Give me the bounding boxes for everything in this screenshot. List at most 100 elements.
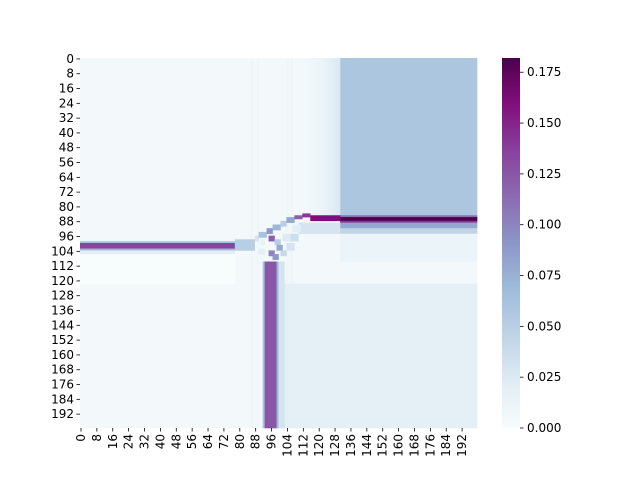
- y-tick-label: 0: [66, 52, 74, 66]
- y-tick-label: 176: [51, 378, 74, 392]
- x-tick-label: 136: [344, 434, 358, 457]
- y-tick-label: 112: [51, 259, 74, 273]
- x-tick-label: 24: [122, 434, 136, 449]
- x-tick-label: 120: [312, 434, 326, 457]
- heatmap-band: [340, 233, 478, 262]
- x-axis: 0 8 16 24 32 40 48 56 64 72 80 88 96 104 112 120 128 136 1…: [74, 428, 469, 457]
- y-tick-label: 72: [59, 185, 74, 199]
- heatmap-column: [312, 58, 315, 216]
- x-tick-label: 152: [376, 434, 390, 457]
- heatmap-cell: [302, 213, 311, 218]
- x-tick-label: 8: [90, 434, 104, 442]
- heatmap-cell: [258, 231, 267, 238]
- y-axis: 0816243240485664728088961041121201281361…: [51, 52, 80, 421]
- heatmap-column: [322, 58, 325, 216]
- heatmap-column: [310, 58, 313, 216]
- heatmap-band: [262, 261, 265, 429]
- heatmap-cell: [272, 224, 281, 231]
- heatmap-column: [332, 58, 335, 216]
- x-tick-label: 192: [455, 434, 469, 457]
- colorbar-tick-label: 0.075: [527, 269, 561, 283]
- y-tick-label: 32: [59, 111, 74, 125]
- heatmap-band: [310, 215, 341, 222]
- x-tick-label: 160: [392, 434, 406, 457]
- heatmap-column: [314, 58, 317, 216]
- colorbar: [502, 58, 520, 428]
- y-tick-label: 48: [59, 141, 74, 155]
- heatmap-cell: [282, 233, 291, 242]
- x-tick-label: 56: [185, 434, 199, 449]
- x-tick-label: 144: [360, 434, 374, 457]
- y-tick-label: 184: [51, 392, 74, 406]
- y-tick-label: 24: [59, 96, 74, 110]
- heatmap-column: [336, 58, 339, 216]
- y-tick-label: 144: [51, 318, 74, 332]
- colorbar-axis: 0.000 0.025 0.050 0.075 0.100 0.125 0.150 0.175: [520, 65, 561, 435]
- y-tick-label: 168: [51, 363, 74, 377]
- heatmap-cell: [260, 239, 265, 246]
- heatmap-region-top-right: [340, 58, 478, 216]
- heatmap-column: [334, 58, 337, 216]
- heatmap-cell: [266, 228, 273, 235]
- heatmap-column: [318, 58, 321, 216]
- x-tick-label: 96: [265, 434, 279, 449]
- heatmap-column: [294, 58, 297, 216]
- heatmap-band: [80, 250, 236, 255]
- heatmap-cell: [280, 250, 287, 257]
- heatmap-cell: [274, 239, 281, 246]
- heatmap-region-bottom-right: [280, 283, 478, 429]
- heatmap-column: [326, 58, 329, 216]
- x-tick-label: 0: [74, 434, 88, 442]
- x-tick-label: 112: [296, 434, 310, 457]
- y-tick-label: 128: [51, 289, 74, 303]
- heatmap-column: [256, 58, 259, 429]
- colorbar-tick-label: 0.175: [527, 65, 561, 79]
- x-tick-label: 72: [217, 434, 231, 449]
- heatmap-band: [278, 261, 285, 429]
- x-tick-label: 32: [138, 434, 152, 449]
- heatmap-column: [308, 58, 311, 216]
- x-tick-label: 88: [249, 434, 263, 449]
- x-tick-label: 104: [280, 434, 294, 457]
- heatmap-cell: [268, 235, 275, 242]
- heatmap-column: [306, 58, 309, 216]
- x-tick-label: 40: [153, 434, 167, 449]
- heatmap-band: [298, 222, 341, 235]
- heatmap-band: [80, 254, 236, 284]
- colorbar-tick-label: 0.100: [527, 218, 561, 232]
- colorbar-tick-label: 0.150: [527, 116, 561, 130]
- y-tick-label: 16: [59, 82, 74, 96]
- heatmap-band: [340, 220, 478, 223]
- y-tick-label: 40: [59, 126, 74, 140]
- y-tick-label: 96: [59, 230, 74, 244]
- y-tick-label: 152: [51, 333, 74, 347]
- heatmap-cell: [286, 243, 295, 251]
- y-tick-label: 120: [51, 274, 74, 288]
- y-tick-label: 8: [66, 67, 74, 81]
- heatmap-cell: [276, 244, 283, 251]
- heatmap-band: [80, 241, 236, 244]
- x-tick-label: 176: [423, 434, 437, 457]
- heatmap-cell: [272, 254, 279, 260]
- y-tick-label: 64: [59, 170, 74, 184]
- heatmap-cells: [80, 58, 478, 429]
- y-tick-label: 192: [51, 407, 74, 421]
- heatmap-cell: [294, 215, 303, 220]
- heatmap-column: [304, 58, 307, 216]
- heatmap-column: [330, 58, 333, 216]
- x-tick-label: 80: [233, 434, 247, 449]
- y-tick-label: 88: [59, 215, 74, 229]
- x-tick-label: 168: [407, 434, 421, 457]
- heatmap-band: [264, 261, 277, 429]
- heatmap-cell: [280, 220, 287, 227]
- heatmap-column: [338, 58, 341, 216]
- y-tick-label: 80: [59, 200, 74, 214]
- heatmap-column: [328, 58, 331, 216]
- colorbar-tick-label: 0.000: [527, 421, 561, 435]
- heatmap-column: [302, 58, 305, 216]
- heatmap-band: [234, 239, 255, 251]
- heatmap-band: [340, 222, 478, 229]
- heatmap-cell: [286, 217, 295, 223]
- x-tick-label: 184: [439, 434, 453, 457]
